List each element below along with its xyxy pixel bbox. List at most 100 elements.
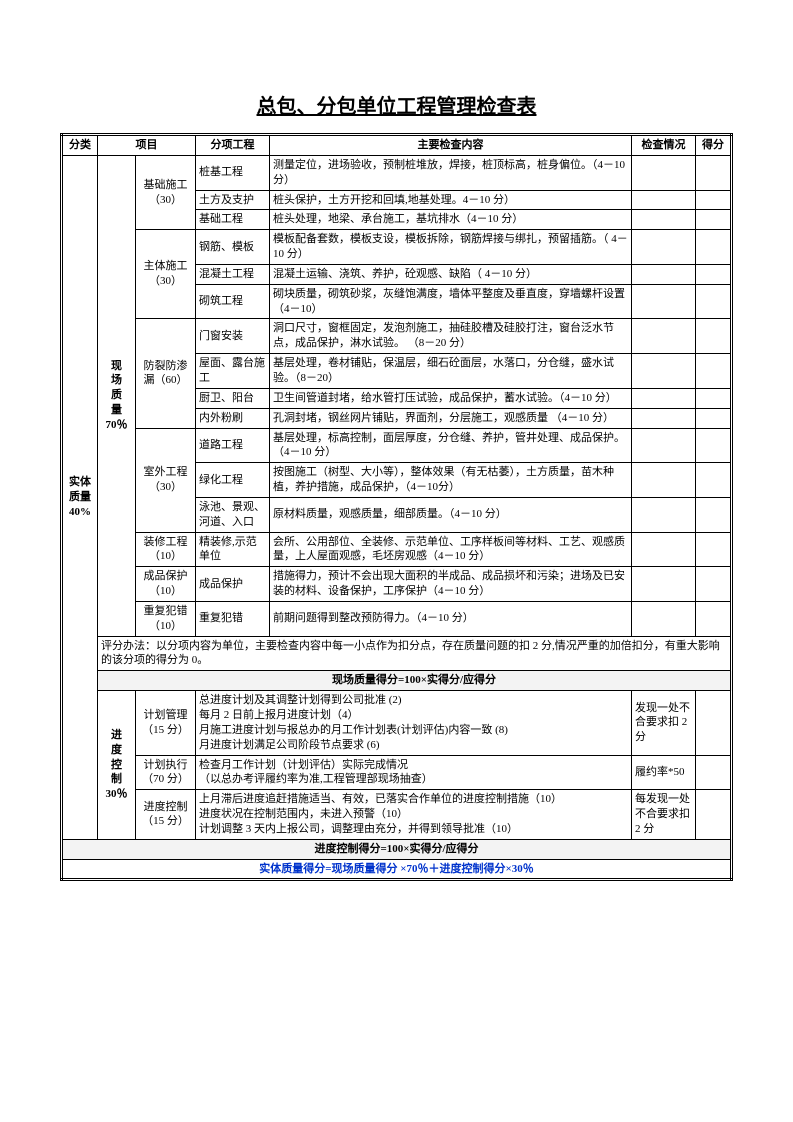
check-cell xyxy=(632,388,696,408)
group-plan-management: 计划管理（15 分） xyxy=(136,691,196,755)
main-content: 砌块质量，砌筑砂浆，灰缝饱满度，墙体平整度及垂直度，穿墙螺杆设置 （4－10） xyxy=(270,284,632,319)
main-content: 模板配备套数，模板支设，模板拆除，钢筋焊接与绑扎，预留插筋。（ 4－10 分） xyxy=(270,230,632,265)
main-content: 洞口尺寸，窗框固定，发泡剂施工，抽硅胶槽及硅胶打注，窗台泛水节点，成品保护，淋水… xyxy=(270,319,632,354)
sub-item: 土方及支护 xyxy=(196,190,270,210)
table-row: 主体施工（30） 钢筋、模板 模板配备套数，模板支设，模板拆除，钢筋焊接与绑扎，… xyxy=(62,230,732,265)
table-row: 室外工程（30） 道路工程 基层处理，标高控制，面层厚度，分仓缝、养护，管井处理… xyxy=(62,428,732,463)
score-cell xyxy=(696,230,732,265)
project-site-quality: 现 场 质 量 70％ xyxy=(98,155,136,636)
check-cell: 每发现一处不合要求扣 2 分 xyxy=(632,790,696,840)
score-cell xyxy=(696,284,732,319)
check-cell xyxy=(632,284,696,319)
check-cell xyxy=(632,155,696,190)
sub-item: 精装修,示范单位 xyxy=(196,532,270,567)
table-header-row: 分类 项目 分项工程 主要检查内容 检查情况 得分 xyxy=(62,135,732,156)
cat-label: 质量 xyxy=(69,491,91,503)
category-entity-quality: 实体 质量 40% xyxy=(62,155,98,839)
score-cell xyxy=(696,190,732,210)
score-cell xyxy=(696,210,732,230)
check-cell xyxy=(632,408,696,428)
cat-label: 实体 xyxy=(69,476,91,488)
proj-label: 量 xyxy=(111,404,122,416)
check-cell xyxy=(632,230,696,265)
proj-pct: 30％ xyxy=(106,788,128,800)
proj-label: 质 xyxy=(111,389,122,401)
score-cell xyxy=(696,497,732,532)
hdr-subproject: 分项工程 xyxy=(196,135,270,156)
cat-pct: 40% xyxy=(69,506,91,518)
group-product-protect: 成品保护（10） xyxy=(136,567,196,602)
sub-item: 桩基工程 xyxy=(196,155,270,190)
entity-quality-formula: 实体质量得分=现场质量得分 ×70％＋进度控制得分×30％ xyxy=(62,859,732,880)
sub-item: 屋面、露台施工 xyxy=(196,354,270,389)
check-cell xyxy=(632,532,696,567)
table-row: 进度控制（15 分） 上月滞后进度追赶措施适当、有效，已落实合作单位的进度控制措… xyxy=(62,790,732,840)
score-cell xyxy=(696,319,732,354)
score-cell xyxy=(696,790,732,840)
hdr-project: 项目 xyxy=(98,135,196,156)
main-content: 桩头处理，地梁、承台施工，基坑排水（4－10 分） xyxy=(270,210,632,230)
main-content: 检查月工作计划（计划评估）实际完成情况 （以总办考评履约率为准,工程管理部现场抽… xyxy=(196,755,632,790)
main-content: 会所、公用部位、全装修、示范单位、工序样板间等材料、工艺、观感质量，上人屋面观感… xyxy=(270,532,632,567)
table-row: 计划执行（70 分） 检查月工作计划（计划评估）实际完成情况 （以总办考评履约率… xyxy=(62,755,732,790)
check-cell xyxy=(632,190,696,210)
main-content: 混凝土运输、浇筑、养护，砼观感、缺陷（ 4－10 分） xyxy=(270,264,632,284)
group-progress-control: 进度控制（15 分） xyxy=(136,790,196,840)
site-quality-formula: 现场质量得分=100×实得分/应得分 xyxy=(98,671,732,691)
eval-method-row: 评分办法：以分项内容为单位，主要检查内容中每一小点作为扣分点，存在质量问题的扣 … xyxy=(62,636,732,671)
score-cell xyxy=(696,755,732,790)
main-content: 措施得力，预计不会出现大面积的半成品、成品损坏和污染；进场及已安装的材料、设备保… xyxy=(270,567,632,602)
group-outdoor: 室外工程（30） xyxy=(136,428,196,532)
doc-title: 总包、分包单位工程管理检查表 xyxy=(60,90,733,119)
table-row: 重复犯错（10） 重复犯错 前期问题得到整改预防得力。（4－10 分） xyxy=(62,601,732,636)
table-row: 实体 质量 40% 现 场 质 量 70％ 基础施工（30） 桩基工程 测量定位… xyxy=(62,155,732,190)
eval-method: 评分办法：以分项内容为单位，主要检查内容中每一小点作为扣分点，存在质量问题的扣 … xyxy=(98,636,732,671)
group-plan-execution: 计划执行（70 分） xyxy=(136,755,196,790)
group-foundation: 基础施工（30） xyxy=(136,155,196,229)
sub-item: 混凝土工程 xyxy=(196,264,270,284)
sub-item: 基础工程 xyxy=(196,210,270,230)
table-row: 防裂防渗漏（60） 门窗安装 洞口尺寸，窗框固定，发泡剂施工，抽硅胶槽及硅胶打注… xyxy=(62,319,732,354)
score-cell xyxy=(696,463,732,498)
check-cell xyxy=(632,463,696,498)
main-content: 基层处理，标高控制，面层厚度，分仓缝、养护，管井处理、成品保护。（4－10 分） xyxy=(270,428,632,463)
score-cell xyxy=(696,532,732,567)
formula-row: 进度控制得分=100×实得分/应得分 xyxy=(62,839,732,859)
score-cell xyxy=(696,601,732,636)
score-cell xyxy=(696,354,732,389)
check-cell: 履约率*50 xyxy=(632,755,696,790)
sub-item: 绿化工程 xyxy=(196,463,270,498)
proj-pct: 70％ xyxy=(106,419,128,431)
score-cell xyxy=(696,408,732,428)
inspection-table: 分类 项目 分项工程 主要检查内容 检查情况 得分 实体 质量 40% 现 场 … xyxy=(60,133,733,881)
score-cell xyxy=(696,567,732,602)
sub-item: 砌筑工程 xyxy=(196,284,270,319)
main-content: 原材料质量，观感质量，细部质量。（4－10 分） xyxy=(270,497,632,532)
score-cell xyxy=(696,388,732,408)
check-cell xyxy=(632,601,696,636)
main-content: 前期问题得到整改预防得力。（4－10 分） xyxy=(270,601,632,636)
check-cell xyxy=(632,354,696,389)
sub-item: 泳池、景观、河道、入口 xyxy=(196,497,270,532)
project-progress-control: 进 度 控 制 30％ xyxy=(98,691,136,840)
score-cell xyxy=(696,691,732,755)
proj-label: 进 xyxy=(111,729,122,741)
sub-item: 道路工程 xyxy=(196,428,270,463)
proj-label: 现 xyxy=(111,360,122,372)
group-crack-leak: 防裂防渗漏（60） xyxy=(136,319,196,428)
sub-item: 内外粉刷 xyxy=(196,408,270,428)
main-content: 测量定位，进场验收，预制桩堆放，焊接，桩顶标高，桩身偏位。（4－10 分） xyxy=(270,155,632,190)
check-cell: 发现一处不合要求扣 2分 xyxy=(632,691,696,755)
check-cell xyxy=(632,428,696,463)
main-content: 总进度计划及其调整计划得到公司批准 (2) 每月 2 日前上报月进度计划（4） … xyxy=(196,691,632,755)
check-cell xyxy=(632,264,696,284)
group-decoration: 装修工程（10） xyxy=(136,532,196,567)
main-content: 卫生间管道封堵，给水管打压试验，成品保护，蓄水试验。（4－10 分） xyxy=(270,388,632,408)
table-row: 进 度 控 制 30％ 计划管理（15 分） 总进度计划及其调整计划得到公司批准… xyxy=(62,691,732,755)
score-cell xyxy=(696,428,732,463)
proj-label: 控 xyxy=(111,759,122,771)
check-cell xyxy=(632,497,696,532)
hdr-score: 得分 xyxy=(696,135,732,156)
main-content: 上月滞后进度追赶措施适当、有效，已落实合作单位的进度控制措施（10） 进度状况在… xyxy=(196,790,632,840)
check-cell xyxy=(632,210,696,230)
